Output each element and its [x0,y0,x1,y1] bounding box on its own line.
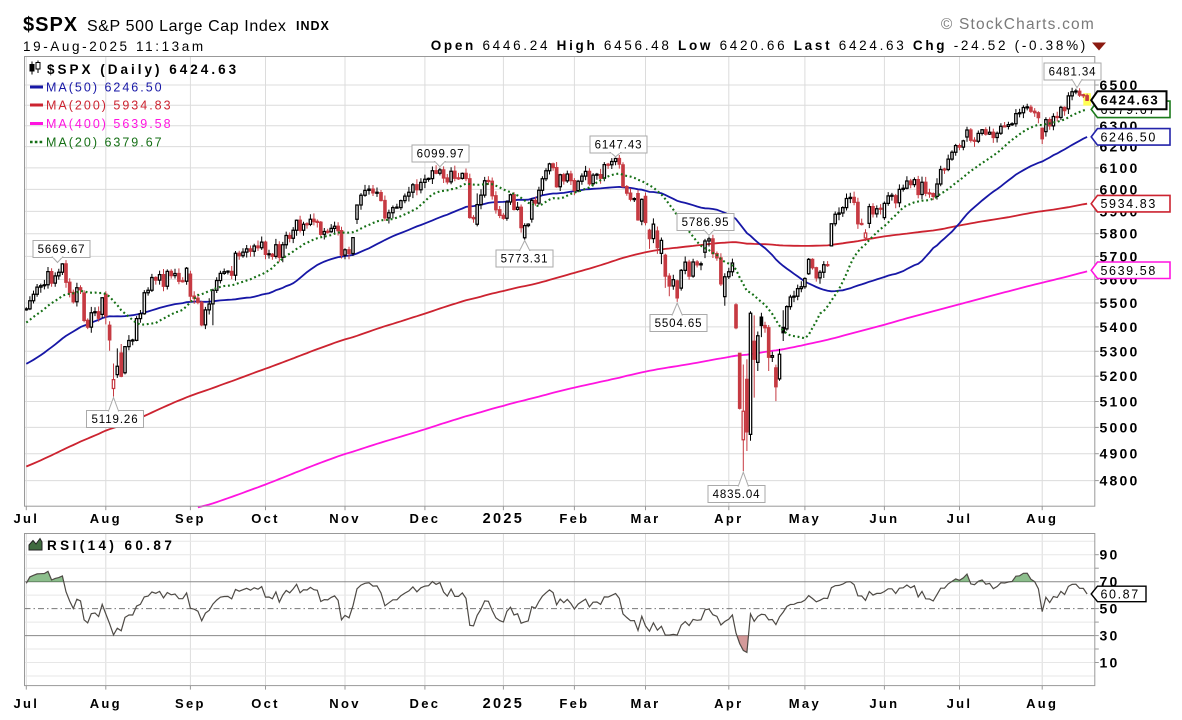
svg-text:5200: 5200 [1100,368,1140,384]
svg-text:Sep: Sep [175,511,206,526]
svg-text:5500: 5500 [1100,295,1140,311]
svg-text:Aug: Aug [1026,511,1058,526]
svg-text:6500: 6500 [1100,77,1140,93]
svg-text:Oct: Oct [251,696,280,711]
svg-text:6100: 6100 [1100,160,1140,176]
svg-text:2025: 2025 [483,511,524,527]
svg-text:5639.58: 5639.58 [1101,264,1157,278]
svg-text:5934.83: 5934.83 [1101,197,1157,211]
svg-text:Open 6446.24 High 6456.48 Low: Open 6446.24 High 6456.48 Low 6420.66 La… [431,38,1088,53]
svg-text:5504.65: 5504.65 [655,318,703,330]
svg-text:$SPX: $SPX [23,14,78,36]
svg-text:5400: 5400 [1100,319,1140,335]
svg-text:RSI(14) 60.87: RSI(14) 60.87 [47,538,175,553]
svg-text:MA(50) 6246.50: MA(50) 6246.50 [46,81,164,95]
svg-text:6099.97: 6099.97 [417,149,465,161]
svg-text:Jul: Jul [947,511,973,526]
svg-text:S&P 500 Large Cap Index: S&P 500 Large Cap Index [87,18,286,35]
svg-text:Jun: Jun [869,696,899,711]
svg-text:INDX: INDX [296,19,330,33]
svg-text:5669.67: 5669.67 [38,244,86,256]
svg-text:Feb: Feb [559,511,589,526]
svg-text:4835.04: 4835.04 [713,489,761,501]
svg-text:50: 50 [1100,601,1120,617]
svg-text:Nov: Nov [329,696,360,711]
svg-text:2025: 2025 [483,696,524,712]
svg-text:5000: 5000 [1100,419,1140,435]
svg-text:4800: 4800 [1100,473,1140,489]
svg-text:10: 10 [1100,655,1120,671]
svg-text:5800: 5800 [1100,226,1140,242]
svg-text:MA(200) 5934.83: MA(200) 5934.83 [46,99,173,113]
svg-text:4900: 4900 [1100,446,1140,462]
svg-text:May: May [789,696,821,711]
svg-text:5119.26: 5119.26 [91,414,138,426]
svg-text:© StockCharts.com: © StockCharts.com [941,16,1095,33]
svg-text:6147.43: 6147.43 [595,140,643,152]
svg-text:MA(400) 5639.58: MA(400) 5639.58 [46,117,173,131]
svg-text:30: 30 [1100,628,1120,644]
svg-text:MA(20) 6379.67: MA(20) 6379.67 [46,136,164,150]
svg-text:Jun: Jun [869,511,899,526]
svg-text:90: 90 [1100,547,1120,563]
svg-text:Dec: Dec [410,511,441,526]
svg-text:$SPX (Daily) 6424.63: $SPX (Daily) 6424.63 [47,62,239,77]
svg-text:Mar: Mar [630,511,660,526]
svg-text:5700: 5700 [1100,248,1140,264]
svg-text:Dec: Dec [410,696,441,711]
svg-text:5773.31: 5773.31 [501,254,549,266]
svg-text:Apr: Apr [714,511,743,526]
svg-text:Sep: Sep [175,696,206,711]
svg-text:Feb: Feb [559,696,589,711]
svg-text:Aug: Aug [1026,696,1058,711]
svg-text:Oct: Oct [251,511,280,526]
svg-text:Aug: Aug [90,511,122,526]
svg-text:60.87: 60.87 [1101,588,1140,602]
svg-text:Jul: Jul [13,696,39,711]
svg-text:Nov: Nov [329,511,360,526]
svg-text:19-Aug-2025 11:13am: 19-Aug-2025 11:13am [23,39,206,54]
svg-text:6424.63: 6424.63 [1101,93,1160,108]
svg-text:Jul: Jul [13,511,39,526]
svg-text:Aug: Aug [90,696,122,711]
svg-text:Mar: Mar [630,696,660,711]
svg-text:Jul: Jul [947,696,973,711]
svg-text:6246.50: 6246.50 [1101,130,1157,144]
svg-text:5100: 5100 [1100,394,1140,410]
svg-text:5786.95: 5786.95 [682,217,730,229]
svg-text:6481.34: 6481.34 [1049,67,1097,79]
svg-text:Apr: Apr [714,696,743,711]
svg-text:6000: 6000 [1100,181,1140,197]
svg-text:5300: 5300 [1100,343,1140,359]
svg-text:May: May [789,511,821,526]
